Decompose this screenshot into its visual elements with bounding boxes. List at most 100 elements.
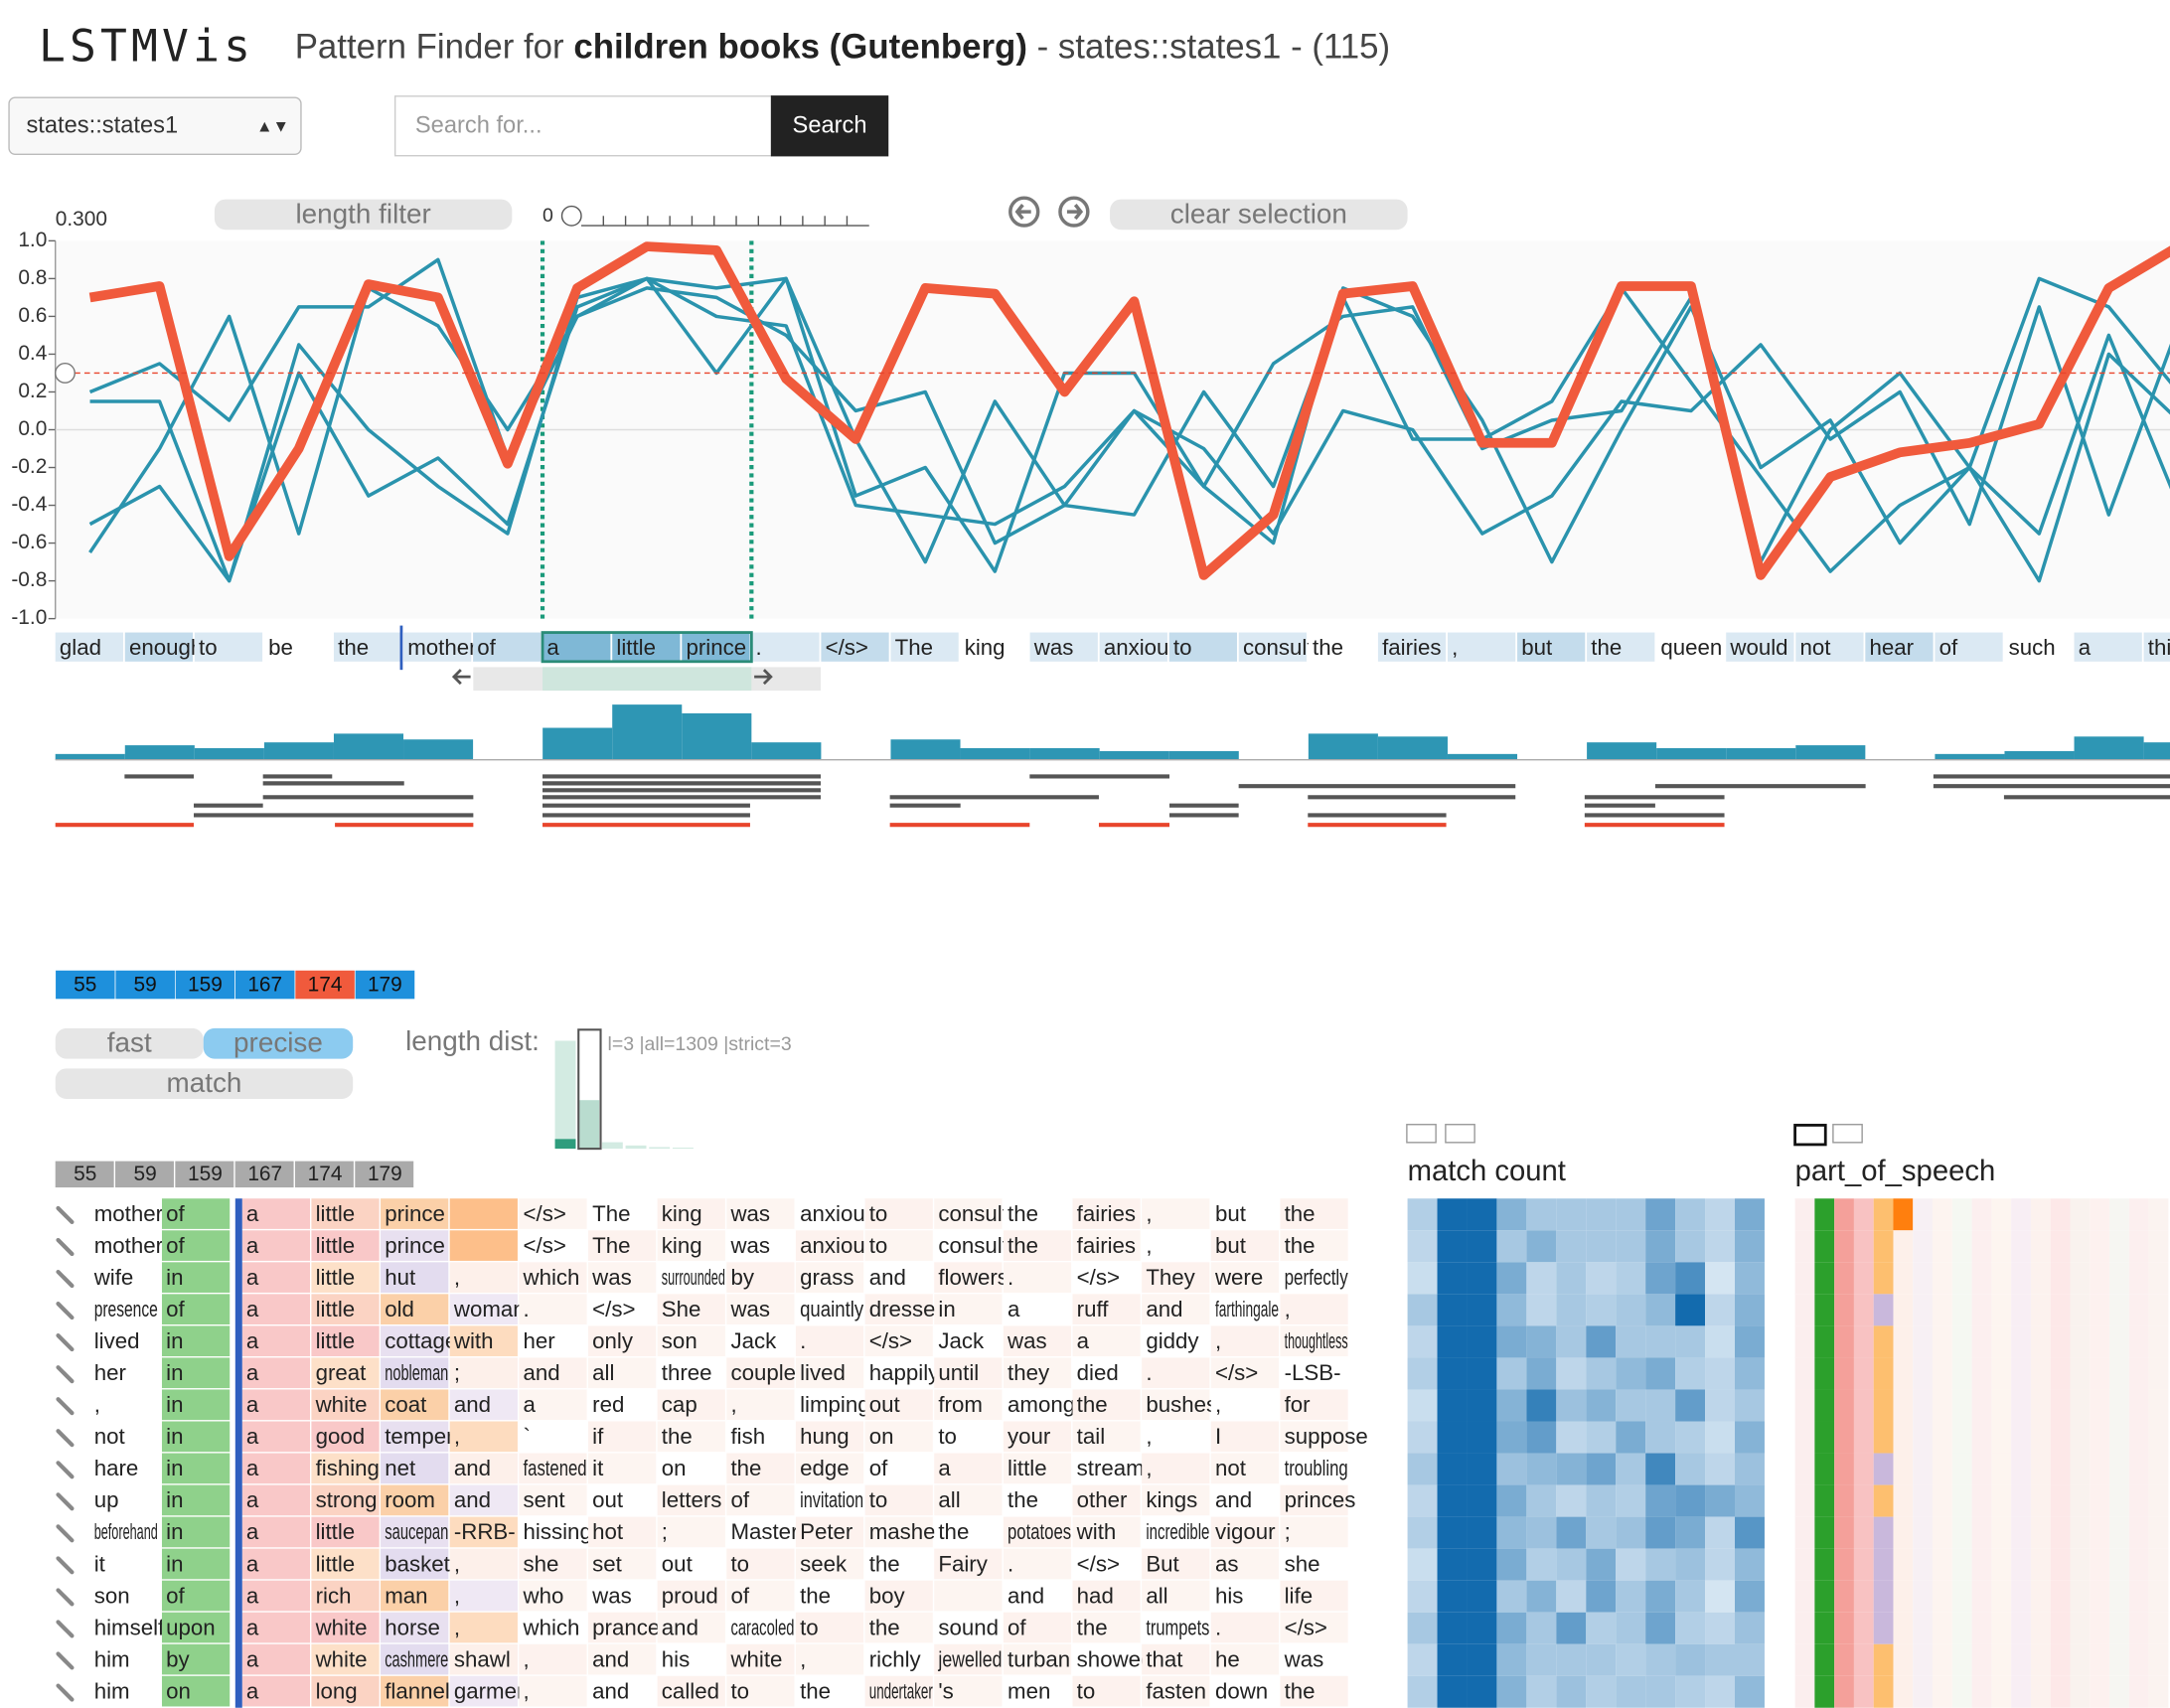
word: was: [1033, 635, 1074, 660]
link-icon[interactable]: [56, 1269, 75, 1289]
match-bar: [960, 748, 1030, 760]
link-icon[interactable]: [56, 1461, 75, 1479]
pos-cell: [1834, 1294, 1854, 1326]
pos-cell: [1834, 1612, 1854, 1644]
pos-cell: [1893, 1643, 1914, 1676]
pos-cell: [2070, 1198, 2091, 1231]
nav-arrow[interactable]: [1058, 196, 1090, 228]
clear-selection-button[interactable]: clear selection: [1110, 199, 1408, 231]
heat-cell: [1496, 1389, 1527, 1422]
heat-cell: [1526, 1484, 1557, 1517]
pos-cell: [1951, 1643, 1972, 1676]
token-bg: [241, 1548, 311, 1580]
pos-cell: [2109, 1516, 2129, 1549]
heat-cell: [1467, 1548, 1497, 1581]
word: of: [1939, 635, 1958, 660]
token-bg: [795, 1484, 864, 1516]
pos-cell: [2148, 1357, 2169, 1390]
token-bg: [1142, 1389, 1210, 1421]
token-bg: [161, 1548, 231, 1580]
token: </s>: [1285, 1615, 1327, 1639]
token-bg: [161, 1580, 231, 1612]
link-icon[interactable]: [56, 1429, 75, 1448]
link-icon[interactable]: [56, 1397, 75, 1416]
token-bg: [657, 1675, 725, 1707]
token: not: [1215, 1456, 1247, 1480]
fast-button[interactable]: fast: [55, 1027, 204, 1059]
pos-cell: [1893, 1421, 1914, 1454]
link-icon[interactable]: [56, 1333, 75, 1352]
token-bg: [934, 1643, 1003, 1675]
word: glad: [60, 635, 101, 660]
toggle[interactable]: [1406, 1124, 1437, 1144]
pos-cell: [1893, 1580, 1914, 1613]
heat-cell: [1526, 1643, 1557, 1676]
link-icon[interactable]: [56, 1556, 75, 1575]
pos-cell: [1893, 1484, 1914, 1517]
state-select[interactable]: states::states1 ▲▼: [8, 96, 302, 156]
token: saucepan: [385, 1519, 448, 1544]
toggle[interactable]: [1793, 1124, 1827, 1147]
link-icon[interactable]: [56, 1302, 75, 1320]
token: a: [246, 1328, 259, 1353]
pos-cell: [2050, 1262, 2071, 1295]
link-icon[interactable]: [56, 1205, 75, 1225]
token-bg: [587, 1548, 657, 1580]
link-icon[interactable]: [56, 1492, 75, 1511]
word: not: [1799, 635, 1831, 660]
heat-cell: [1586, 1389, 1617, 1422]
token-bg: [657, 1516, 725, 1548]
token: all: [1146, 1583, 1167, 1608]
link-icon[interactable]: [56, 1588, 75, 1607]
pos-cell: [1933, 1580, 1952, 1613]
token-bg: [726, 1421, 795, 1453]
token: .: [1008, 1551, 1013, 1576]
link-icon[interactable]: [56, 1651, 75, 1670]
token-bg: [657, 1548, 725, 1580]
length-filter-button[interactable]: length filter: [214, 199, 513, 231]
search-button[interactable]: Search: [770, 95, 889, 157]
token-bg: [864, 1198, 933, 1229]
link-icon[interactable]: [56, 1237, 75, 1257]
token-bg: [795, 1675, 864, 1707]
pos-cell: [2109, 1484, 2129, 1517]
link-icon[interactable]: [56, 1365, 75, 1384]
toggle[interactable]: [1832, 1124, 1863, 1144]
token: other: [1077, 1487, 1128, 1512]
link-icon[interactable]: [56, 1683, 75, 1702]
token-bg: [1003, 1357, 1072, 1389]
cell-chip: [174, 970, 236, 1001]
heat-cell: [1675, 1612, 1706, 1644]
token: consult: [938, 1233, 1008, 1258]
selection-box: [541, 631, 753, 664]
heat-cell: [1705, 1421, 1736, 1454]
token: potatoes: [1008, 1519, 1071, 1544]
heat-cell: [1616, 1262, 1646, 1295]
pos-cell: [2090, 1516, 2110, 1549]
token: ,: [1215, 1392, 1221, 1417]
heat-cell: [1675, 1421, 1706, 1454]
token: proud: [662, 1583, 718, 1608]
token-bg: [864, 1643, 933, 1675]
token: Jack: [730, 1328, 777, 1353]
pos-cell: [1853, 1357, 1874, 1390]
match-button[interactable]: match: [55, 1068, 354, 1099]
link-icon[interactable]: [56, 1524, 75, 1543]
search-input[interactable]: Search for...: [393, 95, 773, 157]
precise-button[interactable]: precise: [203, 1027, 354, 1059]
token-bg: [311, 1357, 380, 1389]
toggle[interactable]: [1445, 1124, 1475, 1144]
heat-cell: [1526, 1675, 1557, 1708]
link-icon[interactable]: [56, 1620, 75, 1638]
heat-cell: [1705, 1262, 1736, 1295]
nav-arrow[interactable]: [1008, 196, 1040, 228]
pos-cell: [1794, 1675, 1815, 1708]
pos-cell: [2030, 1484, 2051, 1517]
heat-cell: [1467, 1357, 1497, 1390]
token: among: [1008, 1392, 1075, 1417]
token: little: [316, 1519, 356, 1544]
heat-cell: [1735, 1675, 1765, 1708]
token-bg: [161, 1643, 231, 1675]
heat-cell: [1675, 1389, 1706, 1422]
heat-cell: [1705, 1294, 1736, 1326]
